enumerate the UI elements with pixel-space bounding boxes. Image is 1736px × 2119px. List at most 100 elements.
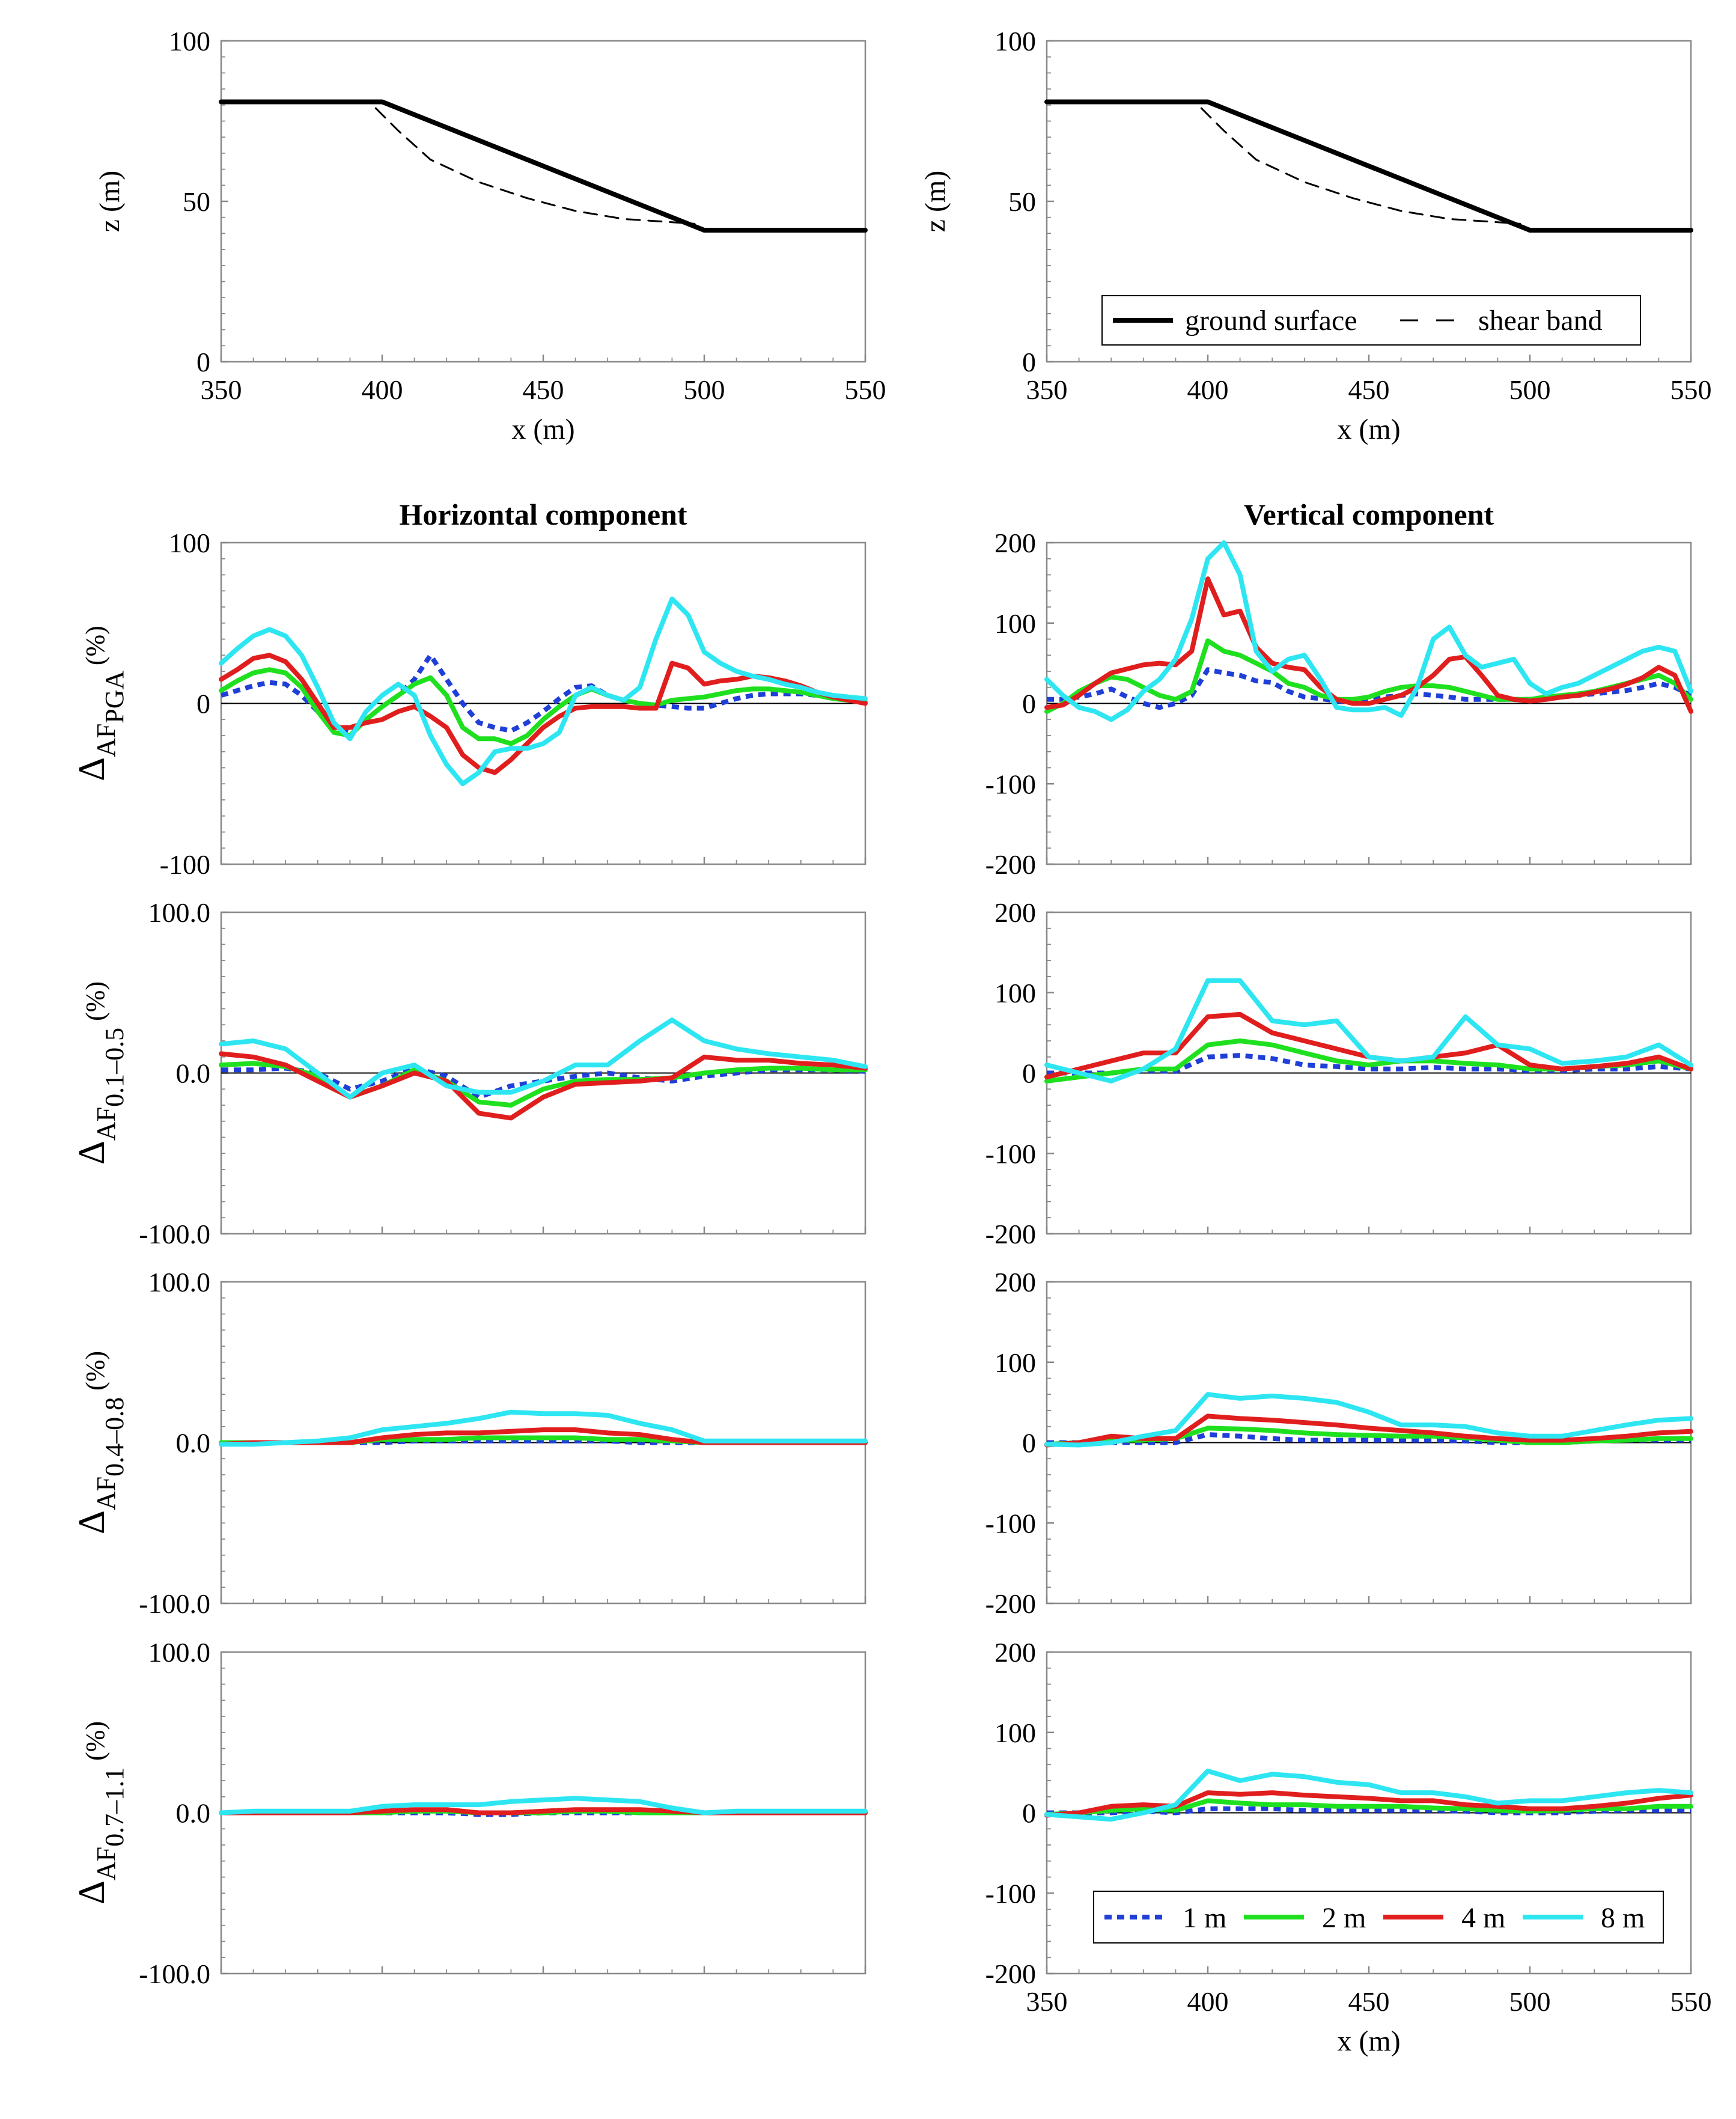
y-tick-label: -100 xyxy=(985,1138,1036,1169)
y-tick-label: 100.0 xyxy=(148,1637,211,1668)
y-tick-label: 0 xyxy=(1022,1798,1036,1829)
series-4-m xyxy=(1044,576,1693,714)
x-tick-label: 500 xyxy=(1509,1986,1551,2017)
chart-profile_h: 0 50 100 350 400 450 500 550 x (m) z (m) xyxy=(94,26,886,445)
y-axis-label: ΔAF0.7–1.1 (%) xyxy=(72,1721,129,1904)
chart-profile_v: 0 50 100 350 400 450 500 550 x (m) z (m) ground su… xyxy=(919,26,1712,445)
x-tick-label: 350 xyxy=(1026,374,1068,405)
x-axis-label: x (m) xyxy=(1337,413,1400,445)
series-4-m xyxy=(1044,1413,1693,1448)
y-axis-label-part: AF xyxy=(91,1107,121,1141)
y-tick-label: 0.0 xyxy=(176,1798,211,1829)
legend-frame xyxy=(1101,295,1641,346)
x-tick-label: 500 xyxy=(1509,374,1551,405)
x-axis-label: x (m) xyxy=(1337,2025,1400,2057)
chart-pga_h: -100 0 100 Horizontal component ΔAFPGA (%) xyxy=(72,498,868,880)
y-axis-label-part: Δ xyxy=(72,757,112,781)
series-8-m xyxy=(1044,978,1693,1084)
chart-b1_v: -200 -100 0 100 200 xyxy=(985,897,1693,1249)
y-tick-label: -100 xyxy=(160,849,210,880)
legend: ground surface shear band xyxy=(1101,295,1641,346)
series-8-m xyxy=(1044,540,1693,722)
y-tick-label: 100 xyxy=(994,608,1036,639)
legend: 1 m 2 m 4 m 8 m xyxy=(1093,1891,1664,1944)
panel-title: Horizontal component xyxy=(399,498,687,531)
series-8-m xyxy=(219,1796,868,1816)
y-axis-label-part: AF xyxy=(91,724,121,757)
y-axis-label-part: 0.7–1.1 xyxy=(100,1767,129,1847)
series-ground-surface xyxy=(1044,99,1693,233)
x-tick-label: 450 xyxy=(1348,374,1390,405)
y-tick-label: 100 xyxy=(994,1718,1036,1748)
chart-b3_v: -200 -100 0 100 200 350 400 450 500 550 x (m) 1 m 2 … xyxy=(985,1637,1712,2057)
series-8-m xyxy=(219,1409,868,1447)
y-tick-label: 100 xyxy=(169,528,210,558)
y-axis-label-part: (%) xyxy=(81,981,110,1028)
y-tick-label: -100 xyxy=(985,769,1036,799)
y-tick-label: 100 xyxy=(994,978,1036,1008)
x-tick-label: 500 xyxy=(684,374,725,405)
y-axis-label: ΔAF0.1–0.5 (%) xyxy=(72,981,129,1165)
series-1-m xyxy=(1047,1432,1691,1445)
y-tick-label: 0 xyxy=(1022,1058,1036,1089)
y-tick-label: 0.0 xyxy=(176,1058,211,1089)
y-tick-label: -100 xyxy=(985,1508,1036,1538)
panel-title: Vertical component xyxy=(1244,498,1494,531)
legend-label: ground surface xyxy=(1185,305,1357,337)
y-tick-label: 0.0 xyxy=(176,1428,211,1459)
series-8-m xyxy=(1044,1392,1693,1448)
chart-pga_v: -200 -100 0 100 200 Vertical component xyxy=(985,498,1693,880)
y-tick-label: 0 xyxy=(196,347,210,377)
y-axis-label-part: AF xyxy=(91,1477,121,1510)
y-axis-label-part: (%) xyxy=(81,1721,110,1767)
y-axis-label-part: (%) xyxy=(81,626,110,672)
y-axis-label-part: Δ xyxy=(72,1510,112,1534)
series-2-m xyxy=(219,667,868,746)
chart-b2_h: -100.0 0.0 100.0 ΔAF0.4–0.8 (%) xyxy=(72,1267,868,1619)
x-tick-label: 550 xyxy=(845,374,886,405)
y-axis-label: ΔAF0.4–0.8 (%) xyxy=(72,1351,129,1534)
x-tick-label: 400 xyxy=(1187,374,1229,405)
legend-label: 8 m xyxy=(1601,1902,1645,1934)
y-tick-label: -100 xyxy=(985,1878,1036,1909)
series-8-m xyxy=(219,596,868,787)
y-tick-label: 100 xyxy=(994,1347,1036,1378)
y-tick-label: 200 xyxy=(994,1267,1036,1297)
y-tick-label: 50 xyxy=(1008,186,1036,217)
y-axis-label-part: (%) xyxy=(81,1351,110,1397)
y-tick-label: 0 xyxy=(1022,347,1036,377)
y-tick-label: 100.0 xyxy=(148,1267,211,1297)
y-tick-label: 200 xyxy=(994,1637,1036,1668)
x-tick-label: 550 xyxy=(1671,1986,1712,2017)
x-tick-label: 450 xyxy=(523,374,564,405)
y-tick-label: 100.0 xyxy=(148,897,211,928)
x-tick-label: 400 xyxy=(362,374,403,405)
y-axis-label: ΔAFPGA (%) xyxy=(72,626,129,781)
x-tick-label: 550 xyxy=(1671,374,1712,405)
y-tick-label: 100 xyxy=(169,26,210,56)
y-tick-label: 50 xyxy=(183,186,210,217)
chart-b1_h: -100.0 0.0 100.0 ΔAF0.1–0.5 (%) xyxy=(72,897,868,1249)
chart-b3_h: -100.0 0.0 100.0 ΔAF0.7–1.1 (%) xyxy=(72,1637,868,1989)
x-tick-label: 350 xyxy=(1026,1986,1068,2017)
legend-label: 1 m xyxy=(1183,1902,1226,1934)
y-axis-label-part: Δ xyxy=(72,1880,112,1904)
series-8-m xyxy=(1044,1768,1693,1822)
y-tick-label: -100.0 xyxy=(139,1959,210,1989)
y-tick-label: -200 xyxy=(985,1588,1036,1619)
y-tick-label: -200 xyxy=(985,1959,1036,1989)
x-axis-label: x (m) xyxy=(511,413,574,445)
y-axis-label-part: 0.1–0.5 xyxy=(100,1028,129,1107)
series-4-m xyxy=(219,1051,868,1121)
y-tick-label: 0 xyxy=(1022,1428,1036,1459)
series-ground-surface xyxy=(219,99,868,233)
series-4-m xyxy=(1044,1790,1693,1818)
y-axis-label-part: Δ xyxy=(72,1141,112,1165)
y-axis-label: z (m) xyxy=(94,171,126,233)
y-axis-label-part: AF xyxy=(91,1847,121,1880)
chart-b2_v: -200 -100 0 100 200 xyxy=(985,1267,1693,1619)
y-axis-label: z (m) xyxy=(919,171,951,233)
x-tick-label: 350 xyxy=(201,374,242,405)
legend-label: 2 m xyxy=(1322,1902,1366,1934)
